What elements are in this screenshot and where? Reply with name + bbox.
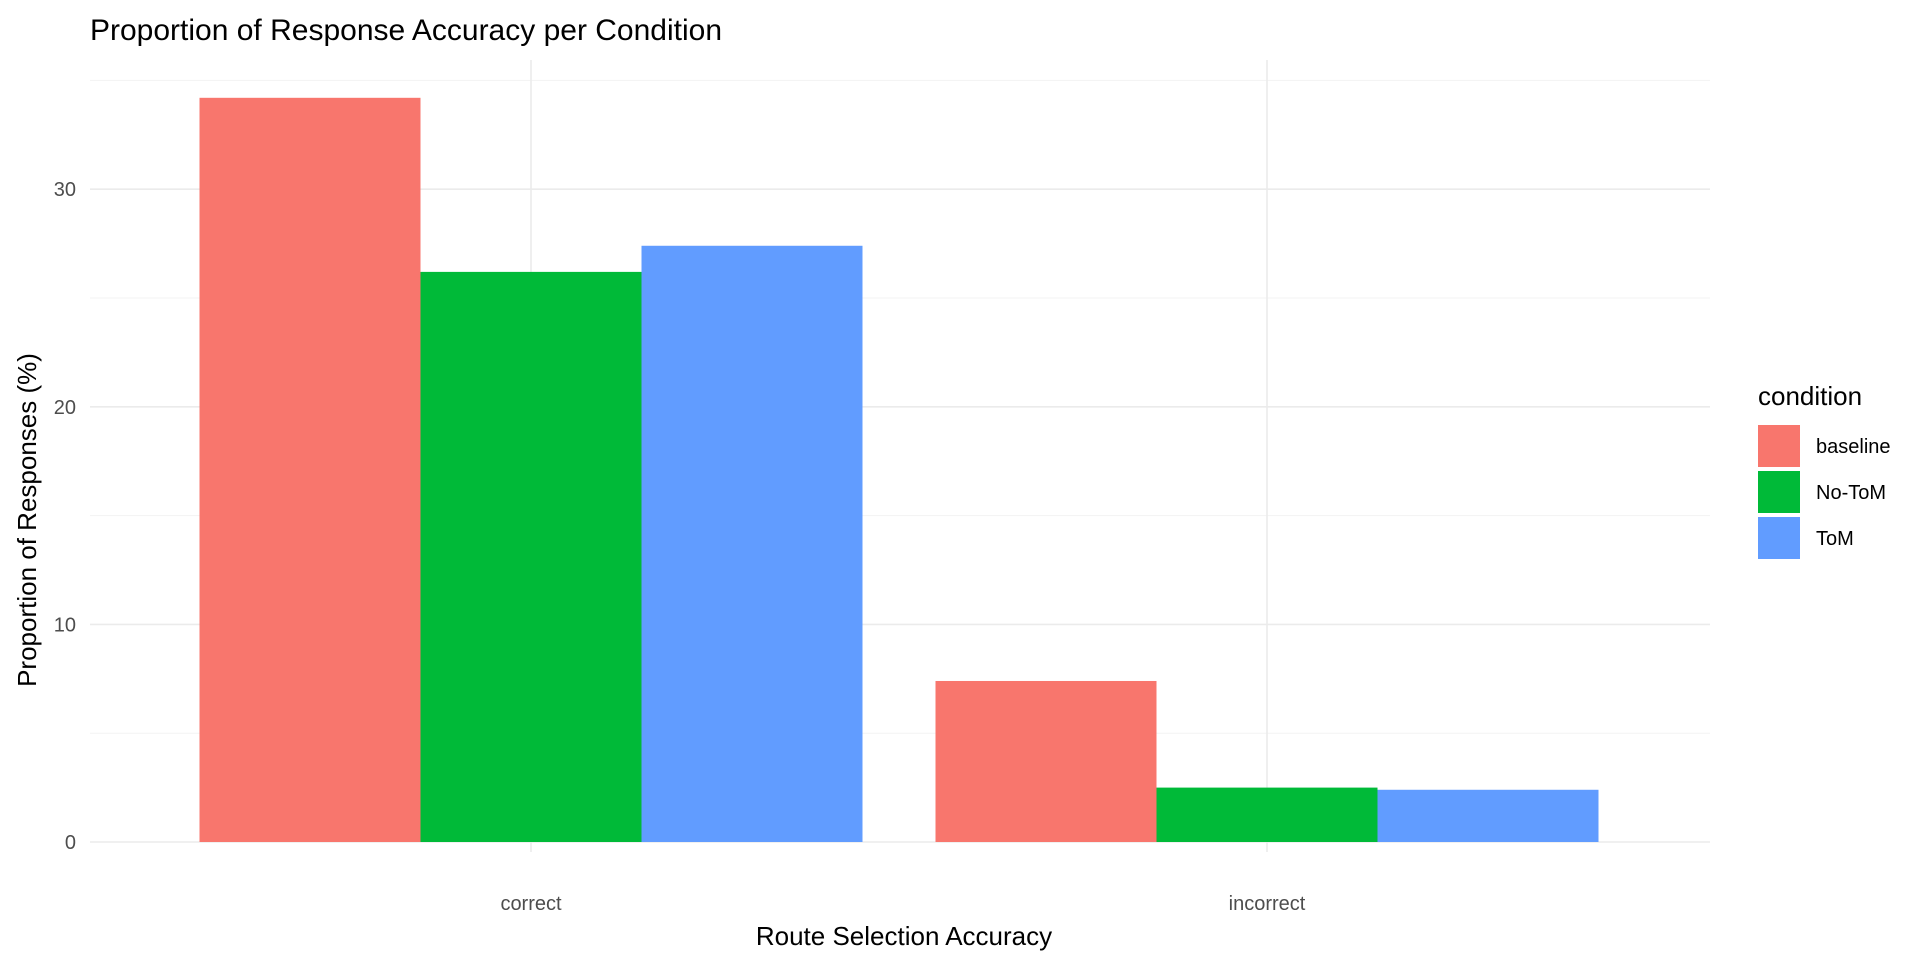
bar-incorrect-baseline bbox=[935, 680, 1157, 842]
bar-incorrect-no-tom bbox=[1156, 787, 1378, 842]
y-tick-label: 10 bbox=[54, 614, 76, 636]
bar-correct-tom bbox=[641, 245, 863, 842]
bar-correct-no-tom bbox=[420, 271, 642, 842]
y-tick-label: 0 bbox=[65, 832, 76, 854]
y-tick-label: 20 bbox=[54, 397, 76, 419]
legend: condition baseline No-ToM ToM bbox=[1758, 381, 1891, 559]
y-axis-ticks: 0 10 20 30 bbox=[54, 179, 76, 854]
x-tick-label: incorrect bbox=[1229, 893, 1306, 915]
legend-label: ToM bbox=[1816, 528, 1854, 550]
legend-title: condition bbox=[1758, 381, 1862, 411]
legend-label: No-ToM bbox=[1816, 482, 1886, 504]
legend-key-no-tom bbox=[1758, 471, 1800, 513]
x-tick-label: correct bbox=[500, 893, 562, 915]
bar-incorrect-tom bbox=[1377, 789, 1599, 842]
chart-title: Proportion of Response Accuracy per Cond… bbox=[90, 14, 722, 47]
legend-label: baseline bbox=[1816, 436, 1891, 458]
bar-correct-baseline bbox=[199, 97, 421, 843]
x-axis-title: Route Selection Accuracy bbox=[756, 921, 1052, 951]
y-tick-label: 30 bbox=[54, 179, 76, 201]
legend-key-baseline bbox=[1758, 425, 1800, 467]
bars bbox=[199, 97, 1599, 843]
legend-key-tom bbox=[1758, 517, 1800, 559]
x-axis-ticks: correct incorrect bbox=[500, 893, 1305, 915]
y-axis-title: Proportion of Responses (%) bbox=[12, 353, 42, 687]
